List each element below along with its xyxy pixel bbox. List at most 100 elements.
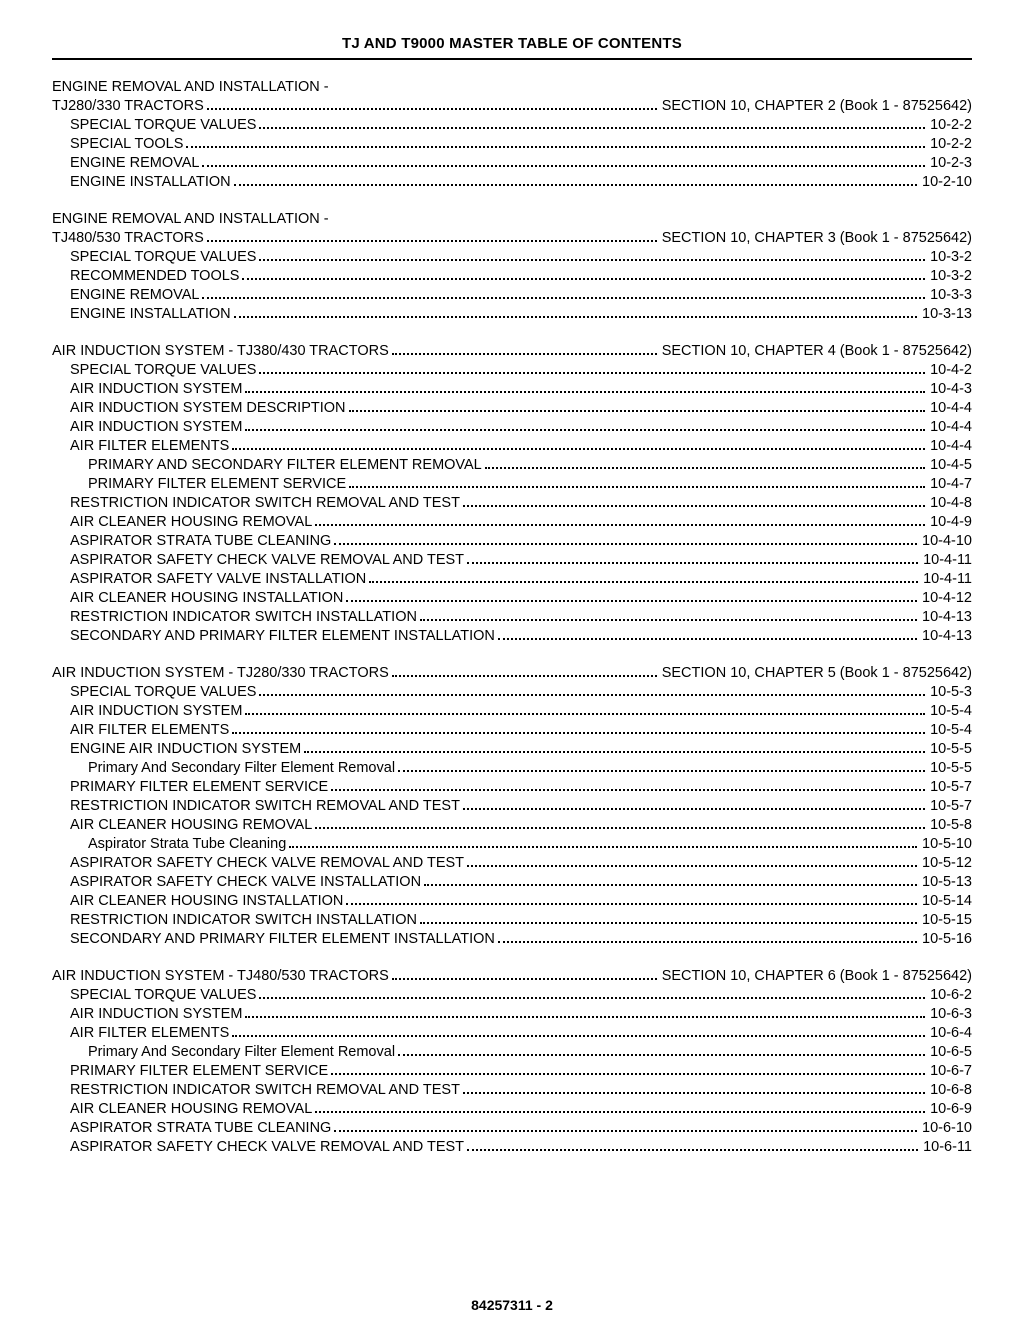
toc-entry-page: 10-6-7	[928, 1062, 972, 1081]
toc-entry: AIR CLEANER HOUSING REMOVAL10-6-9	[52, 1100, 972, 1119]
toc-entry-page: 10-4-13	[920, 608, 972, 627]
toc-entry: RESTRICTION INDICATOR SWITCH INSTALLATIO…	[52, 911, 972, 930]
section-heading-right: SECTION 10, CHAPTER 4 (Book 1 - 87525642…	[660, 342, 972, 361]
leader-dots	[245, 382, 925, 393]
toc-section: ENGINE REMOVAL AND INSTALLATION -TJ280/3…	[52, 78, 972, 192]
toc-entry-label: RESTRICTION INDICATOR SWITCH INSTALLATIO…	[70, 608, 417, 627]
leader-dots	[245, 1007, 925, 1018]
leader-dots	[232, 723, 925, 734]
toc-entry-page: 10-2-10	[920, 173, 972, 192]
toc-entry-label: SPECIAL TORQUE VALUES	[70, 116, 256, 135]
section-heading-right: SECTION 10, CHAPTER 3 (Book 1 - 87525642…	[660, 229, 972, 248]
toc-entry: ASPIRATOR SAFETY VALVE INSTALLATION10-4-…	[52, 570, 972, 589]
toc-entry-label: PRIMARY FILTER ELEMENT SERVICE	[70, 1062, 328, 1081]
toc-entry-label: ASPIRATOR STRATA TUBE CLEANING	[70, 532, 331, 551]
leader-dots	[315, 818, 925, 829]
toc-entry-label: SPECIAL TORQUE VALUES	[70, 986, 256, 1005]
toc-entry-page: 10-5-10	[920, 835, 972, 854]
toc-entry-label: RESTRICTION INDICATOR SWITCH REMOVAL AND…	[70, 797, 460, 816]
toc-entry-label: RESTRICTION INDICATOR SWITCH INSTALLATIO…	[70, 911, 417, 930]
toc-entry: Aspirator Strata Tube Cleaning 10-5-10	[52, 835, 972, 854]
toc-entry-label: AIR CLEANER HOUSING INSTALLATION	[70, 892, 343, 911]
toc-entry-page: 10-5-5	[928, 740, 972, 759]
leader-dots	[346, 591, 917, 602]
toc-entry-page: 10-5-12	[920, 854, 972, 873]
toc-entry-page: 10-6-5	[928, 1043, 972, 1062]
leader-dots	[498, 629, 917, 640]
toc-section: AIR INDUCTION SYSTEM - TJ280/330 TRACTOR…	[52, 664, 972, 949]
toc-entry: ASPIRATOR SAFETY CHECK VALVE REMOVAL AND…	[52, 1138, 972, 1157]
leader-dots	[392, 666, 657, 677]
leader-dots	[331, 780, 925, 791]
toc-entry: AIR INDUCTION SYSTEM10-4-3	[52, 380, 972, 399]
toc-entry: PRIMARY FILTER ELEMENT SERVICE10-5-7	[52, 778, 972, 797]
toc-entry-label: SPECIAL TORQUE VALUES	[70, 683, 256, 702]
toc-entry-label: Primary And Secondary Filter Element Rem…	[88, 1043, 395, 1062]
toc-entry-page: 10-6-8	[928, 1081, 972, 1100]
toc-entry: AIR FILTER ELEMENTS10-6-4	[52, 1024, 972, 1043]
toc-body: ENGINE REMOVAL AND INSTALLATION -TJ280/3…	[52, 78, 972, 1157]
toc-entry: SECONDARY AND PRIMARY FILTER ELEMENT INS…	[52, 627, 972, 646]
section-heading-row: AIR INDUCTION SYSTEM - TJ380/430 TRACTOR…	[52, 342, 972, 361]
toc-entry-page: 10-5-8	[928, 816, 972, 835]
toc-entry-label: PRIMARY AND SECONDARY FILTER ELEMENT REM…	[88, 456, 482, 475]
section-heading-row: AIR INDUCTION SYSTEM - TJ280/330 TRACTOR…	[52, 664, 972, 683]
toc-entry: AIR INDUCTION SYSTEM DESCRIPTION10-4-4	[52, 399, 972, 418]
toc-section: ENGINE REMOVAL AND INSTALLATION -TJ480/5…	[52, 210, 972, 324]
toc-entry: RESTRICTION INDICATOR SWITCH INSTALLATIO…	[52, 608, 972, 627]
section-heading-left: TJ280/330 TRACTORS	[52, 97, 204, 116]
section-heading-left: AIR INDUCTION SYSTEM - TJ280/330 TRACTOR…	[52, 664, 389, 683]
leader-dots	[245, 704, 925, 715]
toc-entry-page: 10-5-7	[928, 797, 972, 816]
toc-entry: SPECIAL TORQUE VALUES 10-2-2	[52, 116, 972, 135]
toc-entry-page: 10-4-8	[928, 494, 972, 513]
toc-entry: ASPIRATOR SAFETY CHECK VALVE REMOVAL AND…	[52, 854, 972, 873]
toc-entry-page: 10-2-2	[928, 116, 972, 135]
leader-dots	[467, 553, 918, 564]
toc-entry: ENGINE REMOVAL10-3-3	[52, 286, 972, 305]
leader-dots	[463, 799, 925, 810]
leader-dots	[463, 1083, 925, 1094]
leader-dots	[420, 610, 917, 621]
toc-entry-page: 10-6-4	[928, 1024, 972, 1043]
toc-entry-page: 10-4-12	[920, 589, 972, 608]
leader-dots	[207, 231, 657, 242]
toc-entry-page: 10-6-2	[928, 986, 972, 1005]
toc-entry-label: AIR INDUCTION SYSTEM	[70, 702, 242, 721]
toc-entry: ASPIRATOR SAFETY CHECK VALVE INSTALLATIO…	[52, 873, 972, 892]
toc-entry: AIR INDUCTION SYSTEM10-5-4	[52, 702, 972, 721]
toc-entry-label: Aspirator Strata Tube Cleaning	[88, 835, 286, 854]
leader-dots	[234, 175, 917, 186]
leader-dots	[349, 401, 926, 412]
leader-dots	[259, 685, 925, 696]
toc-entry-label: PRIMARY FILTER ELEMENT SERVICE	[70, 778, 328, 797]
toc-entry-label: AIR CLEANER HOUSING REMOVAL	[70, 1100, 312, 1119]
toc-entry: RESTRICTION INDICATOR SWITCH REMOVAL AND…	[52, 797, 972, 816]
section-heading-row: TJ280/330 TRACTORSSECTION 10, CHAPTER 2 …	[52, 97, 972, 116]
toc-entry: PRIMARY AND SECONDARY FILTER ELEMENT REM…	[52, 456, 972, 475]
toc-entry-label: RESTRICTION INDICATOR SWITCH REMOVAL AND…	[70, 494, 460, 513]
toc-entry-page: 10-5-4	[928, 721, 972, 740]
toc-entry: SPECIAL TORQUE VALUES10-3-2	[52, 248, 972, 267]
toc-entry: SECONDARY AND PRIMARY FILTER ELEMENT INS…	[52, 930, 972, 949]
toc-entry-page: 10-4-4	[928, 418, 972, 437]
toc-entry: PRIMARY FILTER ELEMENT SERVICE10-4-7	[52, 475, 972, 494]
toc-entry-page: 10-4-11	[921, 551, 972, 570]
leader-dots	[232, 439, 925, 450]
page: TJ AND T9000 MASTER TABLE OF CONTENTS EN…	[0, 0, 1024, 1327]
toc-entry-page: 10-4-9	[928, 513, 972, 532]
toc-entry-page: 10-4-13	[920, 627, 972, 646]
toc-entry-label: ENGINE INSTALLATION	[70, 173, 231, 192]
section-preheading: ENGINE REMOVAL AND INSTALLATION -	[52, 78, 972, 97]
toc-entry-page: 10-5-13	[920, 873, 972, 892]
toc-section: AIR INDUCTION SYSTEM - TJ380/430 TRACTOR…	[52, 342, 972, 646]
section-heading-left: TJ480/530 TRACTORS	[52, 229, 204, 248]
toc-entry-page: 10-4-5	[928, 456, 972, 475]
toc-entry: AIR FILTER ELEMENTS10-5-4	[52, 721, 972, 740]
toc-entry-page: 10-6-11	[921, 1138, 972, 1157]
toc-entry: AIR INDUCTION SYSTEM10-6-3	[52, 1005, 972, 1024]
toc-entry: Primary And Secondary Filter Element Rem…	[52, 1043, 972, 1062]
toc-entry: SPECIAL TORQUE VALUES10-4-2	[52, 361, 972, 380]
toc-entry-label: AIR INDUCTION SYSTEM	[70, 380, 242, 399]
leader-dots	[346, 894, 917, 905]
